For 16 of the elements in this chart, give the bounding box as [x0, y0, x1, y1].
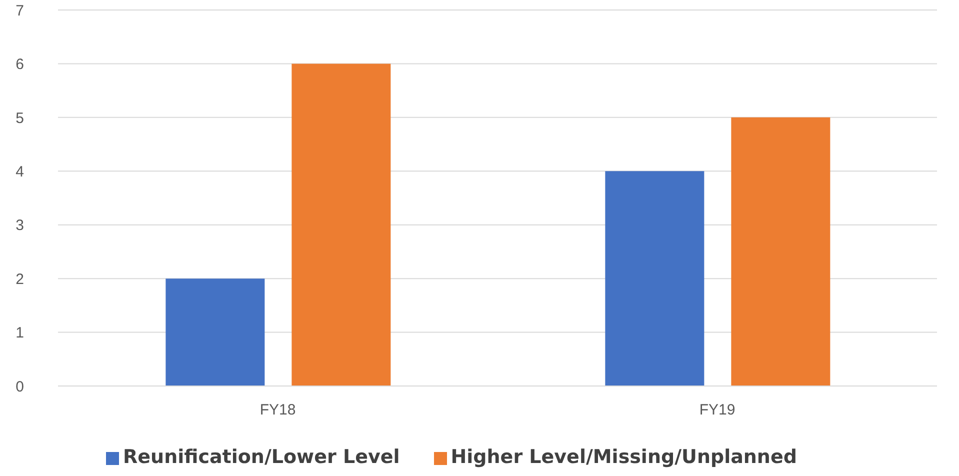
x-tick-label: FY19	[699, 402, 736, 419]
y-tick-label: 4	[16, 163, 24, 180]
bar	[292, 64, 391, 386]
y-tick-label: 1	[16, 324, 24, 342]
legend-label: Higher Level/Missing/Unplanned	[450, 446, 797, 468]
y-tick-label: 2	[16, 270, 24, 288]
y-tick-label: 0	[16, 378, 24, 396]
y-tick-label: 3	[16, 217, 24, 234]
y-tick-label: 6	[16, 56, 24, 74]
legend-label: Reunification/Lower Level	[123, 446, 400, 468]
y-tick-label: 7	[16, 2, 24, 20]
bar	[166, 278, 265, 386]
bar	[605, 171, 704, 386]
y-tick-label: 5	[16, 110, 24, 127]
bar	[731, 117, 830, 386]
x-tick-label: FY18	[260, 402, 296, 419]
